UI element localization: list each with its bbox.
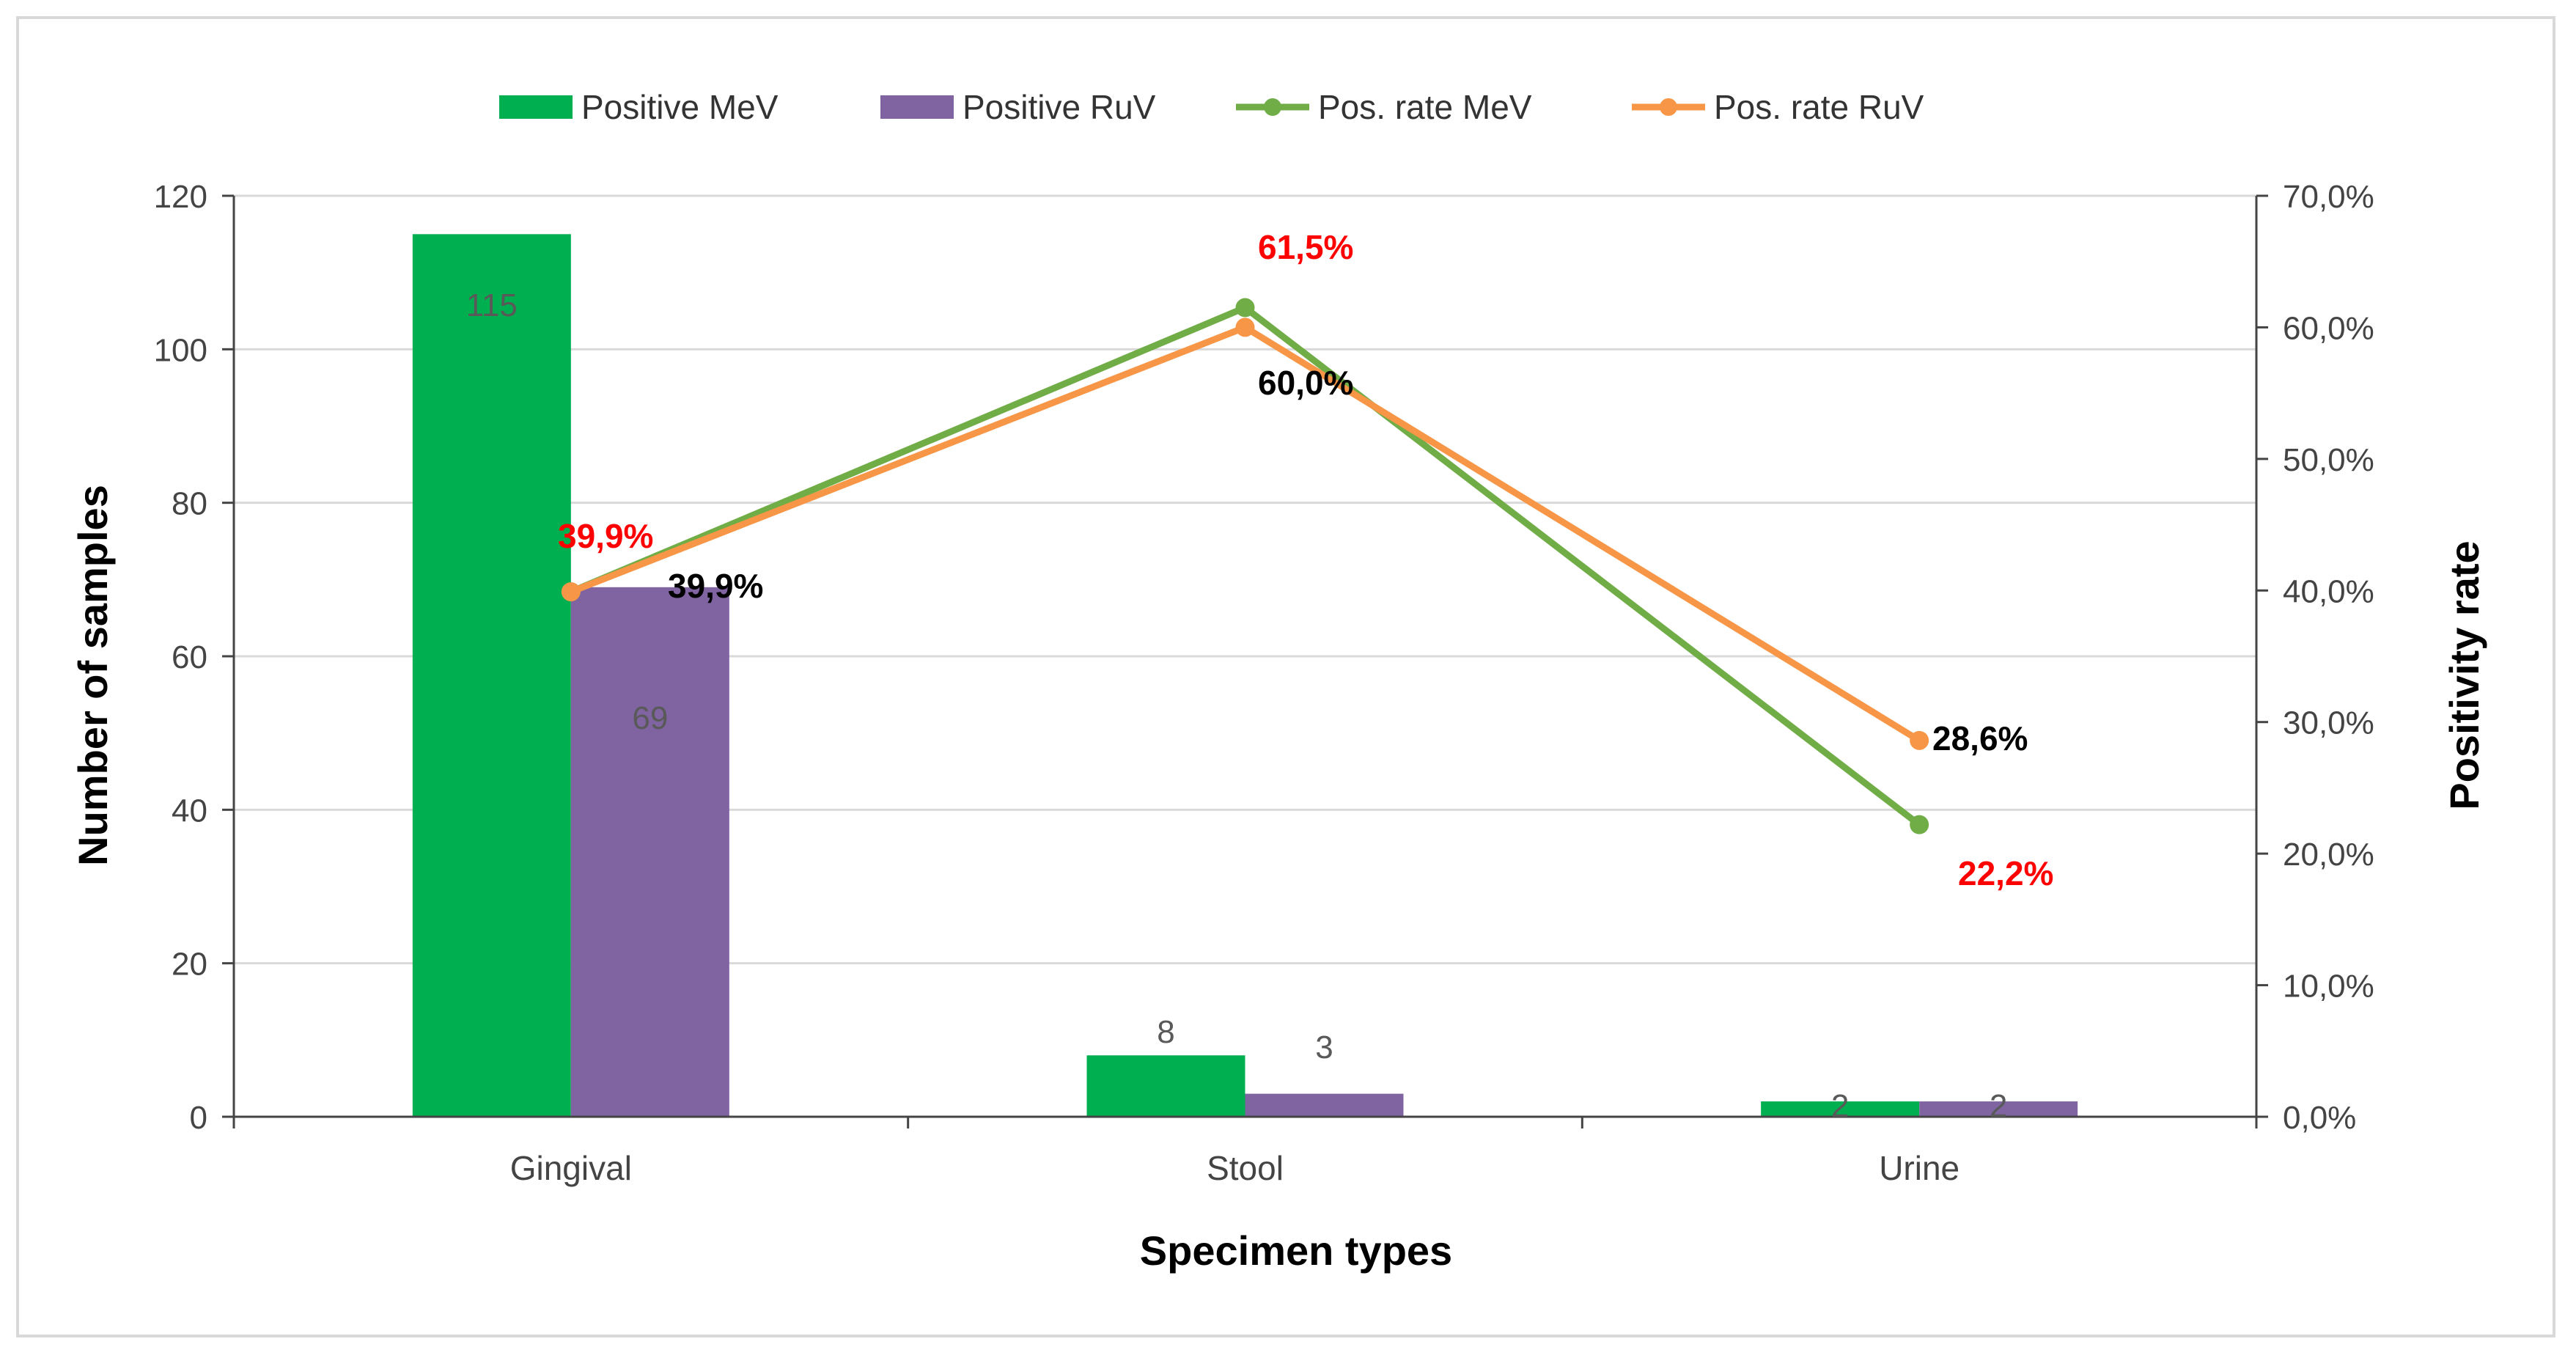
chart-frame: 0 20 40 60 80 100 120 0,0% 10,0% 20,0% 30,0% 40,0% 5…	[16, 16, 2555, 1337]
line-value-label: 28,6%	[1932, 719, 2028, 757]
y2-tick-label: 50,0%	[2283, 442, 2374, 478]
bar-positive-ruv	[1245, 1093, 1404, 1117]
axes: 0 20 40 60 80 100 120 0,0% 10,0% 20,0% 30,0% 40,0% 5…	[154, 179, 2374, 1187]
bars	[412, 234, 2078, 1117]
y2-tick-label: 20,0%	[2283, 837, 2374, 873]
line-point	[1910, 730, 1929, 750]
legend-item: Pos. rate RuV	[1632, 88, 1924, 126]
bar-value-label: 8	[1157, 1014, 1174, 1050]
y-tick-label: 40	[172, 793, 207, 829]
line-value-label: 61,5%	[1258, 228, 1353, 266]
y2-tick-label: 70,0%	[2283, 179, 2374, 215]
bar-value-label: 115	[466, 287, 518, 323]
legend-marker	[1660, 98, 1677, 116]
y-tick-label: 80	[172, 486, 207, 522]
legend-item: Pos. rate MeV	[1236, 88, 1532, 126]
line-value-label: 39,9%	[558, 517, 653, 555]
y-tick-label: 0	[190, 1100, 207, 1136]
bar-positive-mev	[412, 234, 571, 1117]
legend-item: Positive RuV	[880, 88, 1156, 126]
legend-swatch	[880, 95, 954, 119]
line-point	[1910, 815, 1929, 834]
bar-positive-mev	[1761, 1101, 1920, 1117]
data-labels: 115 8 2 69 3 2 39,9% 61,5% 22,2% 39,9% 60,0% 28,6%	[466, 228, 2054, 1124]
y2-axis-title: Positivity rate	[2441, 540, 2487, 810]
legend-marker	[1264, 98, 1281, 116]
y2-tick-label: 30,0%	[2283, 705, 2374, 741]
bar-positive-ruv	[570, 587, 729, 1117]
line-value-label: 39,9%	[668, 567, 763, 605]
legend: Positive MeV Positive RuV Pos. rate MeV Pos…	[499, 88, 1924, 126]
legend-label: Positive MeV	[581, 88, 779, 126]
y2-tick-label: 0,0%	[2283, 1100, 2356, 1136]
bar-value-label: 69	[632, 700, 668, 736]
bar-value-label: 3	[1315, 1029, 1333, 1065]
x-tick-label: Stool	[1207, 1149, 1284, 1187]
y-axis-title: Number of samples	[70, 485, 116, 866]
chart: 0 20 40 60 80 100 120 0,0% 10,0% 20,0% 30,0% 40,0% 5…	[70, 88, 2487, 1274]
bar-value-label: 2	[1990, 1088, 2007, 1124]
y-tick-label: 120	[154, 179, 207, 215]
rate-lines	[561, 298, 1929, 834]
x-tick-label: Urine	[1879, 1149, 1959, 1187]
line-value-label: 60,0%	[1258, 364, 1353, 402]
legend-label: Pos. rate MeV	[1318, 88, 1532, 126]
line-point	[561, 582, 581, 602]
legend-item: Positive MeV	[499, 88, 779, 126]
bar-positive-ruv	[1919, 1101, 2078, 1117]
legend-swatch	[499, 95, 573, 119]
y-tick-label: 100	[154, 332, 207, 368]
line-point	[1235, 298, 1255, 318]
y2-tick-label: 60,0%	[2283, 310, 2374, 346]
x-tick-label: Gingival	[510, 1149, 632, 1187]
legend-label: Positive RuV	[963, 88, 1156, 126]
x-axis-title: Specimen types	[1140, 1227, 1452, 1274]
line-value-label: 22,2%	[1958, 854, 2053, 892]
y2-tick-label: 40,0%	[2283, 573, 2374, 609]
line-pos-rate-ruv	[570, 323, 1921, 744]
y-tick-label: 60	[172, 639, 207, 675]
legend-label: Pos. rate RuV	[1714, 88, 1924, 126]
y2-tick-label: 10,0%	[2283, 969, 2374, 1005]
y-tick-label: 20	[172, 947, 207, 983]
line-pos-rate-mev	[570, 304, 1921, 828]
bar-positive-mev	[1086, 1055, 1245, 1117]
line-point	[1235, 318, 1255, 337]
bar-value-label: 2	[1831, 1088, 1849, 1124]
